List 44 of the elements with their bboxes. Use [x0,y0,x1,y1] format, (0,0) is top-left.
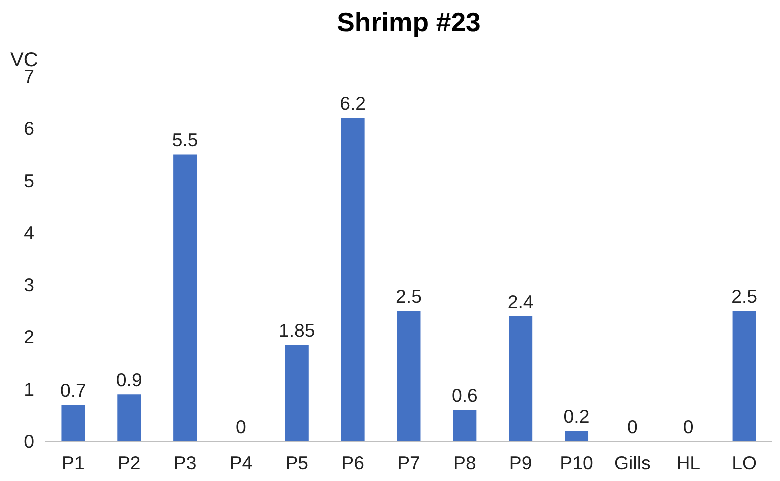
data-label: 2.5 [732,286,758,308]
data-label: 2.4 [508,291,534,312]
x-tick-label: P6 [342,452,364,474]
x-tick-label: LO [732,452,757,474]
bar [118,394,142,442]
x-tick-label: P7 [398,452,420,474]
y-tick-label: 2 [24,326,35,348]
y-tick-label: 1 [24,378,35,400]
x-tick-label: HL [676,452,701,474]
x-tick-label: P4 [230,452,253,474]
y-tick-label: 4 [24,222,35,244]
data-label: 0.6 [452,385,478,406]
bar [453,410,477,442]
x-tick-label: Gills [614,452,651,474]
bar [565,431,589,442]
bar [174,154,198,442]
y-tick-label: 3 [24,274,35,296]
data-label: 5.5 [172,130,198,151]
chart-title: Shrimp #23 [337,8,481,38]
x-tick-label: P1 [62,452,85,474]
bar [397,311,421,442]
bar [732,311,756,442]
bar [509,316,533,442]
data-label: 0.9 [116,370,142,391]
data-label: 0.2 [564,406,590,428]
data-label: 1.85 [279,320,316,342]
bar [62,405,86,442]
data-label: 0 [236,416,246,438]
data-label: 0 [683,416,694,438]
x-tick-label: P10 [560,452,594,474]
data-label: 0 [628,416,638,438]
x-tick-label: P8 [454,452,476,474]
y-tick-label: 6 [24,118,35,140]
x-tick-label: P9 [509,452,532,474]
bar [341,118,365,442]
data-label: 6.2 [340,93,366,114]
data-label: 0.7 [60,380,86,401]
y-tick-label: 0 [24,431,35,452]
x-tick-label: P5 [286,452,309,474]
x-tick-label: P2 [118,452,141,474]
x-tick-label: P3 [174,452,197,474]
bar [285,345,309,442]
y-tick-label: 5 [24,170,35,192]
data-label: 2.5 [396,286,422,308]
